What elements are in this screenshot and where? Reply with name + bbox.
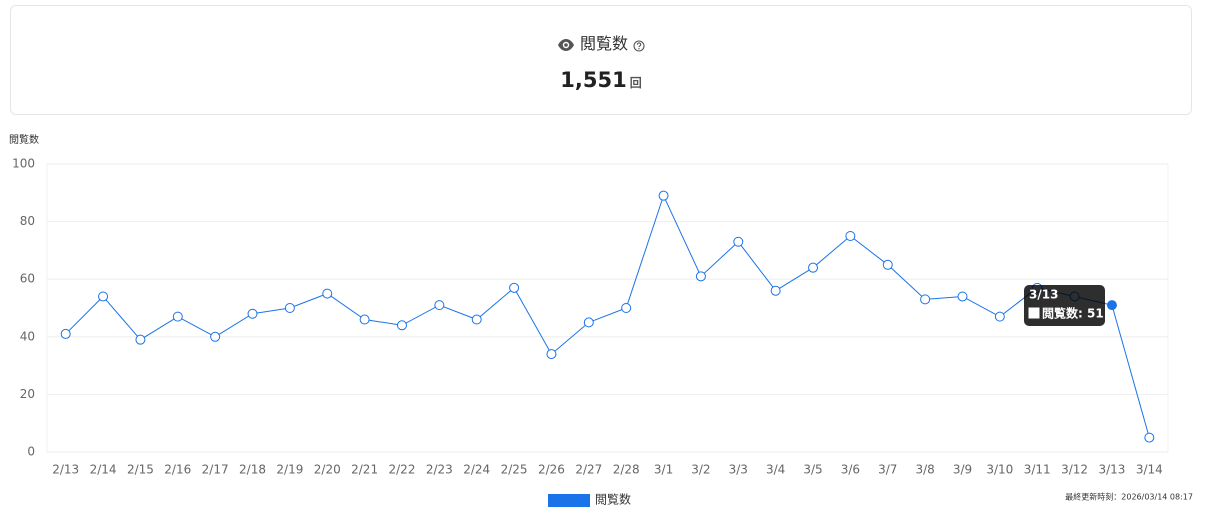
- x-tick-label: 2/21: [351, 463, 378, 477]
- y-tick-label: 40: [20, 329, 35, 343]
- data-point: [247, 308, 258, 319]
- summary-card: 閲覧数 1,551 回: [10, 5, 1192, 115]
- y-tick-label: 80: [20, 214, 35, 228]
- y-axis-label: 閲覧数: [9, 133, 39, 146]
- y-tick-label: 20: [20, 387, 35, 401]
- x-tick-label: 3/13: [1098, 463, 1125, 477]
- data-point: [920, 294, 931, 305]
- data-point: [284, 303, 295, 313]
- data-point: [546, 349, 557, 360]
- x-tick-label: 2/20: [314, 463, 341, 477]
- legend-label: 閲覧数: [595, 492, 631, 507]
- x-tick-label: 2/16: [164, 463, 191, 477]
- x-tick-label: 2/14: [90, 463, 117, 477]
- x-tick-label: 3/8: [915, 463, 934, 477]
- data-point: [658, 190, 669, 201]
- series-line: [65, 194, 1150, 438]
- data-point: [1106, 300, 1117, 311]
- data-point: [210, 331, 221, 342]
- data-point: [98, 291, 109, 302]
- tooltip-box: [1024, 285, 1105, 326]
- tooltip-swatch: [1028, 307, 1040, 319]
- x-tick-label: 3/7: [878, 463, 897, 477]
- x-tick-label: 2/18: [239, 463, 266, 477]
- summary-unit: 回: [629, 76, 642, 90]
- summary-title-row: 閲覧数: [11, 30, 1191, 54]
- data-point: [583, 317, 594, 328]
- legend-swatch: [548, 494, 590, 507]
- data-point: [621, 303, 632, 313]
- plot-area: [46, 163, 1169, 453]
- summary-title: 閲覧数: [579, 34, 628, 53]
- data-point: [770, 285, 781, 296]
- summary-value: 1,551: [560, 68, 627, 92]
- x-tick-label: 2/22: [389, 463, 416, 477]
- x-tick-label: 3/9: [953, 463, 972, 477]
- x-tick-label: 3/1: [654, 463, 673, 477]
- x-tick-label: 3/4: [766, 463, 785, 477]
- x-tick-label: 2/26: [538, 463, 565, 477]
- x-tick-label: 2/24: [463, 463, 490, 477]
- x-tick-label: 3/6: [841, 463, 860, 477]
- x-tick-label: 2/23: [426, 463, 453, 477]
- x-tick-label: 3/5: [803, 463, 822, 477]
- data-point: [471, 314, 482, 325]
- x-tick-label: 2/13: [52, 463, 79, 477]
- x-tick-label: 2/15: [127, 463, 154, 477]
- x-tick-label: 3/2: [691, 463, 710, 477]
- x-tick-label: 2/19: [276, 463, 303, 477]
- last-updated: 最終更新時刻：2026/03/14 08:17: [1065, 492, 1193, 502]
- data-point: [695, 271, 706, 282]
- y-tick-label: 100: [12, 157, 35, 171]
- y-tick-label: 0: [27, 445, 35, 459]
- data-point: [957, 291, 968, 302]
- tooltip: 3/13 閲覧数: 51: [1024, 285, 1105, 326]
- x-tick-label: 2/25: [501, 463, 528, 477]
- x-tick-label: 3/14: [1136, 463, 1163, 477]
- data-point: [396, 320, 407, 331]
- x-tick-label: 2/28: [613, 463, 640, 477]
- data-point: [434, 300, 445, 311]
- data-point: [359, 314, 370, 325]
- eye-icon: [557, 39, 574, 51]
- tooltip-text: 閲覧数: 51: [1042, 306, 1104, 321]
- data-point: [845, 231, 856, 241]
- data-point: [135, 334, 146, 345]
- x-tick-label: 3/12: [1061, 463, 1088, 477]
- data-point: [322, 288, 333, 299]
- data-point: [1144, 432, 1155, 443]
- data-point: [172, 311, 183, 322]
- help-icon[interactable]: [633, 40, 645, 52]
- data-point: [60, 328, 71, 339]
- y-tick-label: 60: [20, 272, 35, 286]
- x-tick-label: 3/3: [729, 463, 748, 477]
- x-tick-label: 2/27: [575, 463, 602, 477]
- x-tick-label: 3/11: [1024, 463, 1051, 477]
- data-point: [882, 259, 893, 270]
- x-tick-label: 2/17: [202, 463, 229, 477]
- data-point: [808, 262, 819, 273]
- x-tick-label: 3/10: [986, 463, 1013, 477]
- data-point: [994, 311, 1005, 322]
- data-point: [509, 282, 520, 293]
- tooltip-title: 3/13: [1029, 288, 1058, 302]
- summary-value-row: 1,551 回: [11, 68, 1191, 92]
- data-point: [733, 236, 744, 247]
